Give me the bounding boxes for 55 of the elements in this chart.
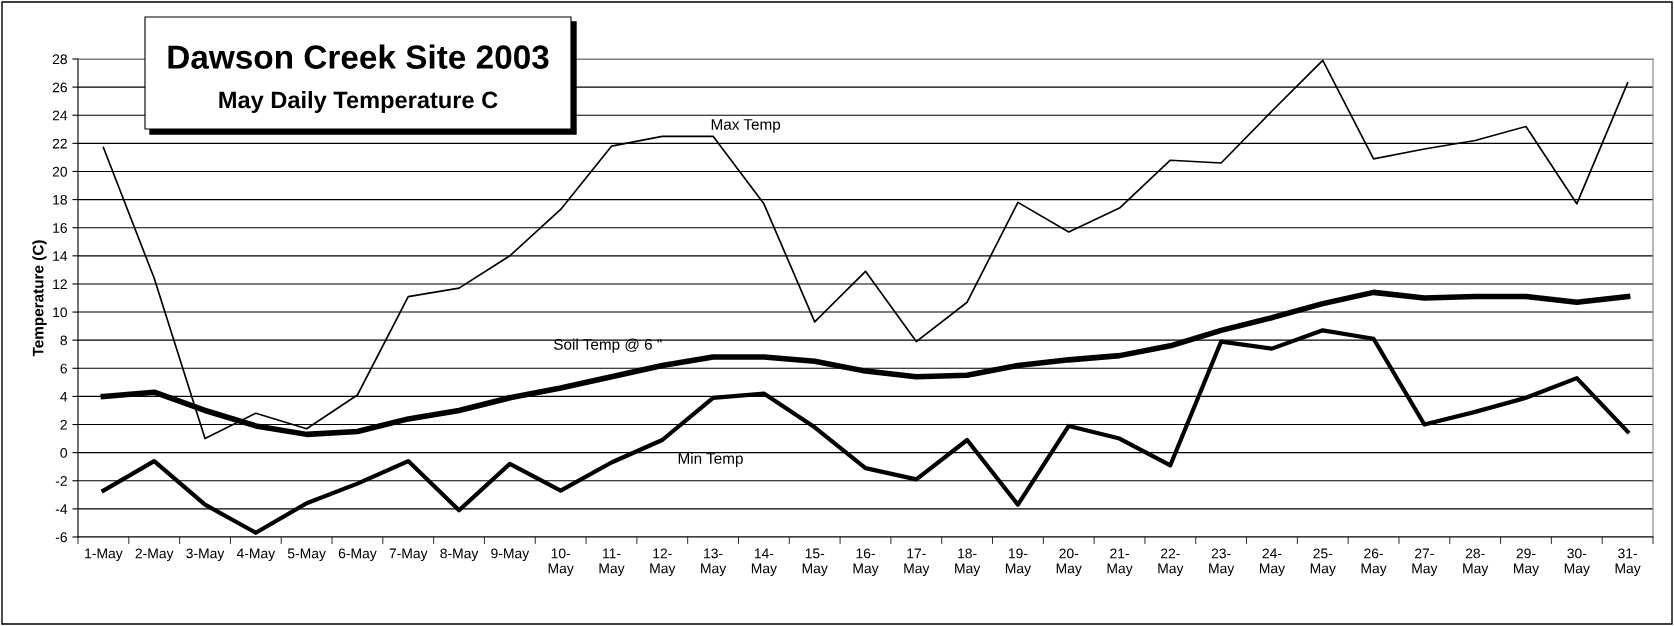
y-tick-label: 24 xyxy=(52,110,68,121)
y-tick-label: 20 xyxy=(52,166,68,177)
x-tick-label: 31-May xyxy=(1615,548,1641,577)
x-tick-label: 7-May xyxy=(389,548,428,562)
series-label: Min Temp xyxy=(678,452,743,467)
y-tick-label: 28 xyxy=(52,54,67,65)
y-tick-label: 0 xyxy=(60,447,68,458)
x-tick-label: 28-May xyxy=(1463,548,1489,577)
y-tick-label: -4 xyxy=(55,504,68,514)
x-tick-label: 23-May xyxy=(1209,548,1235,577)
x-tick-label: 9-May xyxy=(491,548,530,562)
x-tick-label: 29-May xyxy=(1514,548,1540,577)
x-tick-label: 13-May xyxy=(701,548,727,577)
x-tick-label: 30-May xyxy=(1564,548,1590,577)
y-tick-label: 26 xyxy=(52,82,67,93)
y-tick-label: 10 xyxy=(53,307,68,318)
x-tick-label: 26-May xyxy=(1361,548,1387,577)
x-tick-label: 22-May xyxy=(1158,548,1184,577)
y-tick-label: 18 xyxy=(53,194,67,205)
x-tick-label: 11-May xyxy=(599,548,625,577)
y-tick-label: 4 xyxy=(60,391,68,402)
x-tick-label: 12-May xyxy=(650,548,676,577)
x-tick-label: 6-May xyxy=(338,548,377,562)
y-tick-label: -6 xyxy=(55,532,67,543)
x-tick-label: 24-May xyxy=(1259,548,1286,577)
x-tick-label: 10-May xyxy=(548,548,574,577)
x-tick-label: 5-May xyxy=(287,548,326,562)
x-tick-label: 25-May xyxy=(1310,548,1336,577)
x-tick-label: 19-May xyxy=(1005,548,1032,577)
x-tick-label: 15-May xyxy=(802,548,828,577)
x-tick-label: 21-May xyxy=(1107,548,1133,577)
y-tick-label: 8 xyxy=(60,335,67,346)
y-tick-label: 16 xyxy=(53,223,67,233)
y-tick-label: 14 xyxy=(53,251,68,261)
x-tick-label: 2-May xyxy=(135,548,174,562)
x-tick-label: 4-May xyxy=(236,548,276,562)
x-tick-label: 18-May xyxy=(955,548,981,577)
y-tick-label: 12 xyxy=(53,279,67,289)
series-label: Soil Temp @ 6 " xyxy=(554,338,662,353)
y-tick-label: 22 xyxy=(52,138,67,149)
x-tick-label: 20-May xyxy=(1056,548,1082,577)
chart-title: Dawson Creek Site 2003 xyxy=(168,44,549,69)
text: May Daily Temperature C xyxy=(219,91,498,114)
y-tick-label: 2 xyxy=(60,419,67,430)
x-tick-label: 8-May xyxy=(440,548,479,562)
x-tick-label: 1-May xyxy=(85,548,123,562)
x-tick-label: 3-May xyxy=(186,548,225,562)
y-axis-title: Temperature (C) xyxy=(32,240,47,357)
x-tick-label: 27-May xyxy=(1412,548,1438,577)
x-tick-label: 17-May xyxy=(904,548,930,577)
series-label: Max Temp xyxy=(711,119,781,133)
x-tick-label: 16-May xyxy=(853,548,879,577)
y-tick-label: -2 xyxy=(55,476,67,486)
x-tick-label: 14-May xyxy=(751,548,777,577)
y-tick-label: 6 xyxy=(60,363,67,374)
